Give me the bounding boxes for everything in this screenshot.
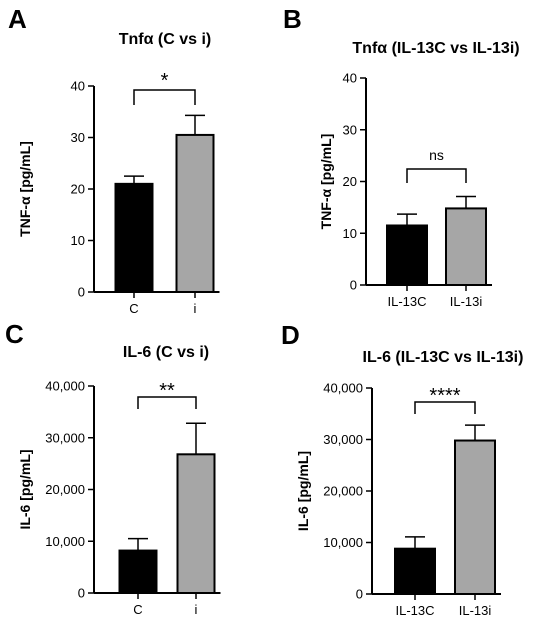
panel-letter: A — [8, 4, 27, 34]
panel-letter: D — [281, 320, 300, 350]
y-tick-label: 40 — [343, 71, 357, 86]
category-label: IL-13i — [450, 294, 483, 309]
y-tick-label: 30,000 — [45, 430, 85, 445]
y-tick-label: 20,000 — [323, 484, 363, 499]
y-tick-label: 10,000 — [323, 535, 363, 550]
y-tick-label: 10 — [343, 226, 357, 241]
significance-label: **** — [429, 385, 460, 407]
chart-panel-a: A Tnfα (C vs i) TNF-α [pg/mL] 0 10 20 30 40 C i * — [8, 4, 220, 316]
bar-il-13c — [394, 547, 436, 595]
significance-label: ** — [159, 380, 175, 402]
chart-title: IL-6 (IL-13C vs IL-13i) — [363, 349, 524, 366]
y-axis-label: TNF-α [pg/mL] — [318, 134, 334, 230]
category-label: C — [133, 602, 142, 617]
category-label: IL-13C — [395, 603, 434, 618]
chart-panel-d: D IL-6 (IL-13C vs IL-13i) IL-6 [pg/mL] 0 10,… — [281, 320, 523, 618]
panel-letter: C — [5, 319, 24, 349]
y-tick-label: 30 — [343, 122, 357, 137]
y-tick-label: 40 — [71, 79, 85, 94]
y-tick-label: 20,000 — [45, 482, 85, 497]
significance-label: ns — [429, 147, 444, 163]
y-tick-label: 30 — [71, 130, 85, 145]
significance-label: * — [161, 70, 169, 92]
y-tick-label: 20 — [343, 174, 357, 189]
y-tick-label: 10 — [71, 233, 85, 248]
chart-panel-b: B Tnfα (IL-13C vs IL-13i) TNF-α [pg/mL] 0 10… — [283, 4, 520, 309]
y-tick-label: 40,000 — [45, 379, 85, 394]
category-label: i — [195, 602, 198, 617]
bar-il-13c — [386, 224, 428, 287]
y-tick-label: 0 — [78, 586, 85, 601]
y-tick-label: 0 — [78, 285, 85, 300]
y-tick-label: 10,000 — [45, 534, 85, 549]
y-axis-label: TNF-α [pg/mL] — [17, 141, 33, 237]
bar-il-13i — [454, 439, 496, 595]
bar-c — [118, 549, 158, 595]
bar-c — [114, 182, 154, 294]
bar-i — [176, 453, 216, 594]
bar-i — [175, 133, 215, 293]
category-label: IL-13C — [387, 294, 426, 309]
bar-il-13i — [445, 207, 487, 286]
category-label: i — [194, 301, 197, 316]
category-label: IL-13i — [459, 603, 492, 618]
y-tick-label: 20 — [71, 182, 85, 197]
y-tick-label: 30,000 — [323, 432, 363, 447]
y-axis-label: IL-6 [pg/mL] — [295, 451, 311, 531]
chart-title: IL-6 (C vs i) — [123, 344, 209, 361]
y-tick-label: 40,000 — [323, 381, 363, 396]
category-label: C — [129, 301, 138, 316]
panel-letter: B — [283, 4, 302, 34]
y-tick-label: 0 — [356, 587, 363, 602]
chart-panel-c: C IL-6 (C vs i) IL-6 [pg/mL] 0 10,000 20,000 3… — [5, 319, 221, 617]
significance-bracket — [406, 168, 467, 183]
y-axis-label: IL-6 [pg/mL] — [17, 449, 33, 529]
significance-bracket — [414, 401, 476, 414]
significance-bracket — [137, 396, 197, 409]
chart-title: Tnfα (IL-13C vs IL-13i) — [352, 40, 519, 57]
chart-title: Tnfα (C vs i) — [119, 31, 212, 48]
y-tick-label: 0 — [350, 278, 357, 293]
significance-bracket — [133, 89, 196, 105]
